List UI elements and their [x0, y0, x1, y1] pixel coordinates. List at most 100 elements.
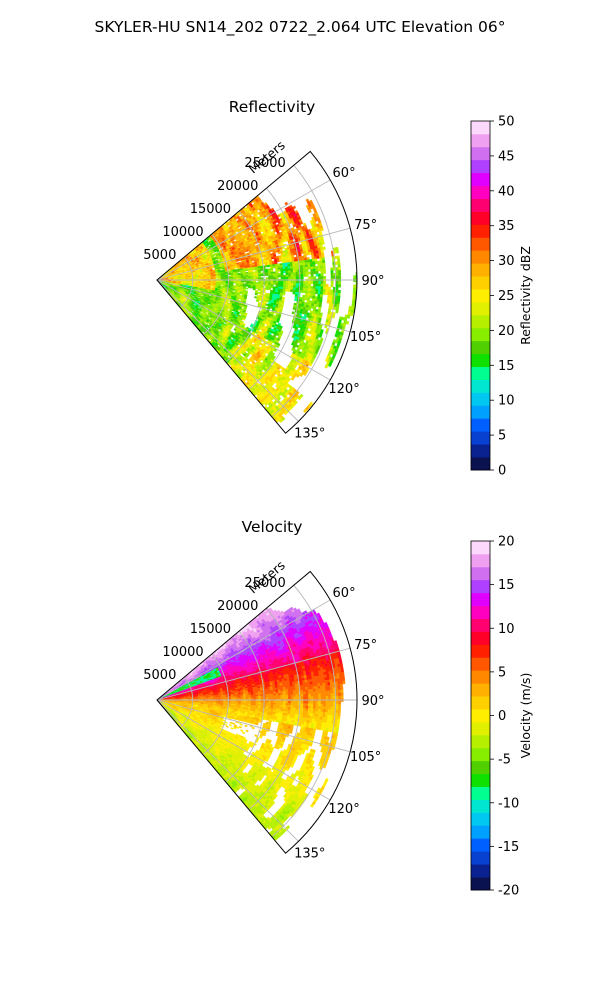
- radar-gate: [247, 286, 251, 289]
- radar-gate: [252, 268, 256, 271]
- radar-gate: [317, 265, 321, 269]
- radar-gate: [319, 296, 323, 300]
- radar-gate: [260, 282, 264, 285]
- radar-gate: [290, 276, 294, 280]
- radar-gate: [319, 263, 323, 267]
- radar-gate: [319, 294, 323, 298]
- radar-gate: [270, 277, 274, 280]
- radar-gate: [330, 289, 334, 293]
- radar-gate: [327, 294, 331, 299]
- radar-gate: [257, 291, 261, 295]
- radar-gate: [302, 269, 306, 273]
- radar-gate: [260, 274, 264, 277]
- radar-gate: [313, 286, 316, 290]
- radar-gate: [255, 286, 259, 290]
- radar-gate: [310, 290, 314, 294]
- radar-gate: [320, 268, 324, 272]
- radar-gate: [330, 292, 334, 296]
- radar-gate: [312, 288, 316, 292]
- radar-gate: [338, 281, 342, 285]
- radar-gate: [268, 275, 272, 278]
- radar-gate: [321, 241, 325, 245]
- radar-gate: [255, 277, 259, 280]
- radar-gate: [275, 282, 279, 286]
- radar-gate: [300, 276, 304, 280]
- radar-gate: [273, 277, 277, 280]
- radar-gate: [312, 291, 316, 295]
- radar-gate: [320, 286, 324, 290]
- radar-gate: [215, 276, 219, 278]
- radar-gate: [315, 271, 319, 275]
- radar-gate: [300, 274, 304, 277]
- radar-gate: [302, 288, 306, 291]
- radar-gate: [283, 274, 287, 278]
- radar-gate: [288, 285, 291, 288]
- radar-gate: [254, 293, 258, 296]
- radar-gate: [272, 271, 276, 274]
- radar-gate: [258, 274, 262, 277]
- radar-gate: [315, 283, 319, 287]
- radar-gate: [279, 259, 283, 262]
- radar-gate: [305, 266, 309, 270]
- radar-gate: [305, 269, 309, 273]
- radar-gate: [265, 284, 269, 287]
- radar-gate: [318, 273, 322, 277]
- radar-gate: [302, 267, 306, 270]
- radar-gate: [312, 295, 316, 299]
- radar-gate: [278, 273, 281, 276]
- radar-gate: [310, 276, 314, 280]
- radar-gate: [275, 284, 279, 287]
- radar-gate: [270, 284, 274, 287]
- radar-gate: [278, 275, 282, 278]
- radar-gate: [303, 274, 307, 277]
- radar-gate: [234, 266, 238, 269]
- radar-gate: [283, 282, 287, 286]
- radar-gate: [309, 261, 313, 265]
- radar-gate: [302, 264, 306, 268]
- radar-gate: [243, 276, 247, 279]
- radar-gate: [305, 290, 309, 294]
- radar-gate: [312, 261, 316, 265]
- radar-gate: [308, 271, 311, 275]
- radar-gate: [327, 297, 331, 301]
- radar-gate: [254, 296, 258, 299]
- radar-gate: [320, 288, 324, 293]
- radar-gate: [282, 270, 286, 274]
- radar-gate: [335, 275, 339, 279]
- radar-gate: [268, 282, 272, 285]
- radar-gate: [307, 288, 311, 292]
- radar-gate: [308, 276, 312, 280]
- radar-gate: [338, 275, 342, 279]
- radar-gate: [290, 270, 294, 273]
- radar-gate: [288, 276, 292, 280]
- radar-gate: [290, 274, 294, 278]
- radar-gate: [315, 286, 319, 290]
- radar-gate: [304, 259, 308, 263]
- radar-gate: [313, 283, 317, 287]
- radar-gate: [275, 271, 279, 274]
- radar-gate: [306, 259, 311, 263]
- radar-gate: [335, 267, 339, 271]
- radar-gate: [248, 280, 252, 283]
- radar-gate: [252, 288, 256, 291]
- radar-gate: [275, 286, 279, 289]
- radar-gate: [253, 280, 257, 283]
- radar-gate: [280, 276, 284, 280]
- radar-gate: [295, 274, 299, 278]
- radar-gate: [260, 269, 264, 272]
- radar-gate: [210, 285, 214, 287]
- radar-gate: [295, 287, 299, 291]
- radar-gate: [300, 290, 304, 293]
- radar-gate: [268, 280, 272, 283]
- radar-gate: [310, 271, 314, 275]
- radar-gate: [325, 286, 329, 290]
- radar-gate: [303, 283, 307, 287]
- radar-gate: [290, 287, 294, 290]
- radar-gate: [300, 285, 304, 289]
- radar-gate: [248, 277, 252, 280]
- radar-gate: [337, 258, 341, 262]
- radar-gate: [317, 288, 321, 292]
- radar-gate: [338, 284, 342, 288]
- radar-gate: [303, 285, 306, 289]
- radar-gate: [322, 265, 326, 269]
